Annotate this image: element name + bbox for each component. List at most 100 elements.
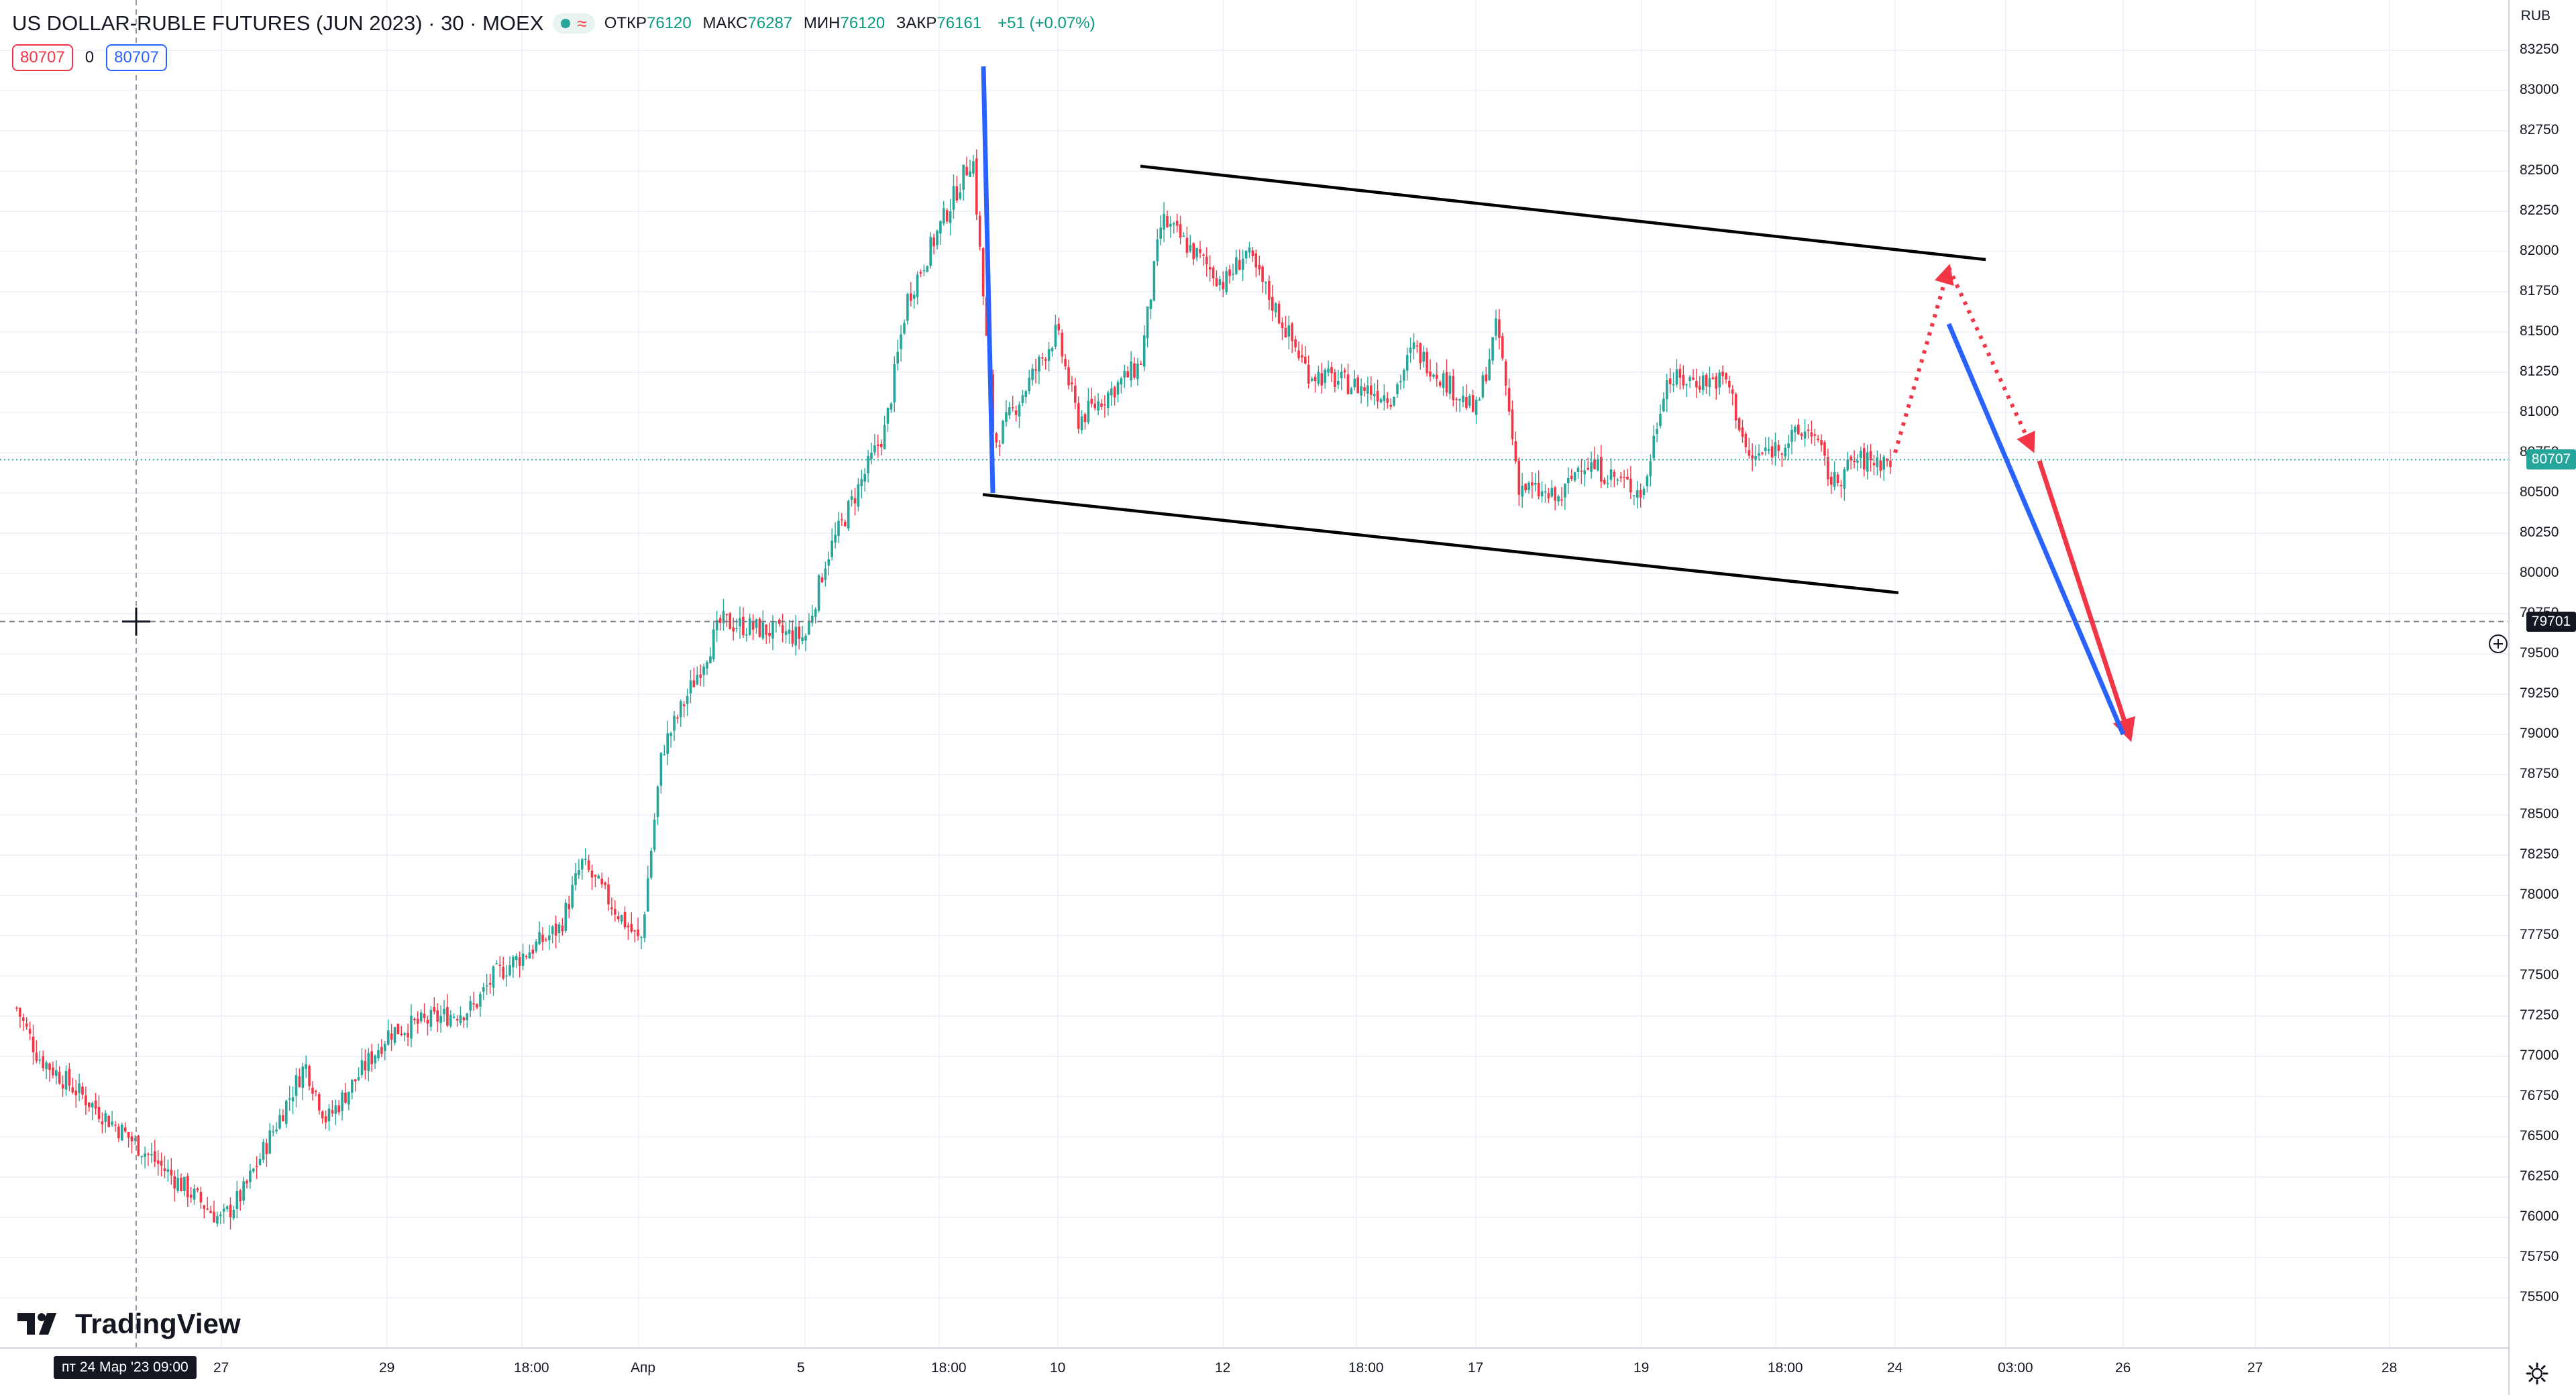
candle-body xyxy=(433,1007,436,1012)
candle-body xyxy=(206,1208,209,1210)
candle-body xyxy=(180,1178,182,1192)
candle-body xyxy=(495,963,498,964)
candle-body xyxy=(315,1091,317,1093)
candle-body xyxy=(1142,335,1146,367)
candle-body xyxy=(1438,382,1442,386)
candle-body xyxy=(778,620,781,624)
candle-body xyxy=(28,1029,32,1034)
candle-body xyxy=(541,934,544,942)
candle-body xyxy=(581,859,584,870)
tradingview-logo[interactable]: TradingView xyxy=(17,1308,241,1340)
candle-body xyxy=(403,1033,406,1036)
candle-body xyxy=(133,1138,137,1141)
candle-body xyxy=(288,1098,291,1100)
price-tick-label: 81250 xyxy=(2520,364,2559,379)
candle-body xyxy=(1133,363,1136,378)
candle-body xyxy=(1265,282,1267,284)
candle-body xyxy=(692,680,696,687)
candle-body xyxy=(337,1105,340,1113)
candle-body xyxy=(943,208,945,224)
candle-body xyxy=(22,1017,25,1021)
candle-body xyxy=(1498,319,1501,338)
candle-body xyxy=(1261,266,1264,282)
candle-body xyxy=(1373,394,1376,396)
candle-body xyxy=(696,675,699,685)
candle-body xyxy=(1426,351,1428,374)
candle-body xyxy=(1478,399,1481,401)
price-tick-label: 77750 xyxy=(2520,927,2559,942)
candle-body xyxy=(1123,370,1126,378)
candle-body xyxy=(1324,370,1326,383)
candle-body xyxy=(262,1141,265,1160)
candle-body xyxy=(189,1194,193,1198)
candle-body xyxy=(1284,327,1287,338)
candle-body xyxy=(196,1188,199,1190)
candle-body xyxy=(1846,459,1849,471)
candle-body xyxy=(156,1160,160,1164)
candle-body xyxy=(1041,357,1044,359)
candle-body xyxy=(1419,343,1422,364)
candle-body xyxy=(538,932,541,945)
candle-body xyxy=(653,820,656,850)
candle-body xyxy=(834,535,837,543)
candle-body xyxy=(981,247,985,296)
price-tick-label: 78250 xyxy=(2520,846,2559,862)
candle-body xyxy=(354,1079,357,1082)
sell-button[interactable]: 80707 xyxy=(12,44,73,71)
candle-body xyxy=(535,942,537,952)
candle-body xyxy=(1301,355,1303,358)
candle-body xyxy=(676,717,679,719)
candle-body xyxy=(466,1013,469,1021)
candle-body xyxy=(419,1012,423,1021)
candle-body xyxy=(1839,485,1843,487)
candle-body xyxy=(1678,368,1682,378)
add-alert-plus-icon[interactable] xyxy=(2487,633,2509,655)
symbol-legend: US DOLLAR-RUBLE FUTURES (JUN 2023) · 30 … xyxy=(12,8,1095,39)
market-status-badge[interactable]: ≈ xyxy=(553,13,595,34)
candle-body xyxy=(945,210,949,222)
candle-body xyxy=(285,1101,288,1124)
gear-icon[interactable] xyxy=(2525,1361,2549,1386)
candle-body xyxy=(225,1206,229,1209)
candle-body xyxy=(1104,404,1106,406)
candle-body xyxy=(1011,407,1014,408)
currency-label[interactable]: RUB xyxy=(2520,8,2551,23)
candle-body xyxy=(61,1084,64,1089)
candle-body xyxy=(1093,403,1096,408)
candle-body xyxy=(590,871,594,878)
symbol-title[interactable]: US DOLLAR-RUBLE FUTURES (JUN 2023) · 30 … xyxy=(12,11,544,35)
candle-body xyxy=(1876,457,1879,467)
candle-body xyxy=(1346,374,1350,394)
candle-body xyxy=(55,1070,58,1076)
candle-body xyxy=(1071,382,1073,384)
candle-body xyxy=(74,1091,77,1096)
candle-body xyxy=(801,637,804,642)
candle-body xyxy=(1002,421,1004,444)
buy-button[interactable]: 80707 xyxy=(106,44,167,71)
price-tick-label: 80000 xyxy=(2520,565,2559,580)
candle-body xyxy=(1672,384,1675,386)
candle-body xyxy=(488,983,492,985)
candle-body xyxy=(459,1015,462,1023)
candle-body xyxy=(1524,484,1527,491)
candle-body xyxy=(258,1158,262,1165)
candle-body xyxy=(1774,442,1777,457)
candle-body xyxy=(1758,453,1760,456)
candle-body xyxy=(1754,455,1757,461)
candle-body xyxy=(998,445,1001,447)
candle-body xyxy=(962,164,965,190)
price-tick-label: 77000 xyxy=(2520,1048,2559,1063)
candle-body xyxy=(1797,425,1800,435)
candle-body xyxy=(1886,458,1888,461)
candle-body xyxy=(1445,372,1448,393)
candle-body xyxy=(374,1055,376,1064)
candle-body xyxy=(1185,237,1189,253)
candle-body xyxy=(959,192,962,199)
candle-body xyxy=(975,158,978,215)
candle-body xyxy=(1304,356,1307,364)
candle-body xyxy=(1731,389,1734,394)
candle-body xyxy=(1386,398,1389,403)
candle-body xyxy=(308,1066,311,1086)
price-tick-label: 79000 xyxy=(2520,726,2559,741)
